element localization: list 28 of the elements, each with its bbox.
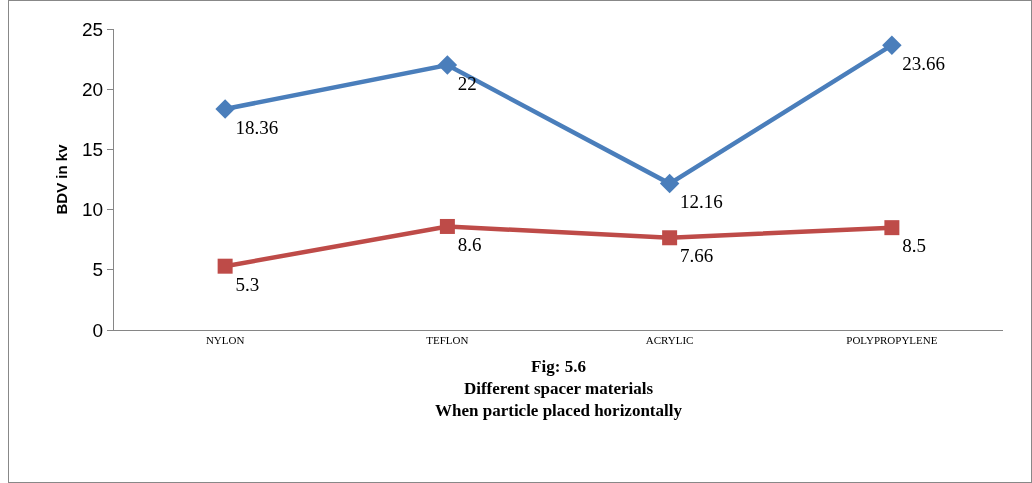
- y-tick-label: 10: [82, 199, 104, 221]
- point: [662, 230, 678, 246]
- point: [215, 99, 235, 119]
- point: [439, 218, 455, 234]
- y-tick-label: 15: [82, 139, 104, 161]
- data-label: 5.3: [235, 273, 260, 295]
- point: [659, 173, 680, 194]
- point: [882, 35, 902, 55]
- x-tick-label: TEFLON: [426, 334, 469, 347]
- data-label: 22: [457, 72, 477, 94]
- data-label: 12.16: [680, 191, 723, 213]
- point: [217, 258, 233, 274]
- y-axis-title: BDV in kv: [53, 143, 71, 215]
- x-tick-label: NYLON: [205, 334, 245, 347]
- data-label: 23.66: [902, 52, 946, 74]
- y-tick-label: 0: [92, 319, 104, 341]
- data-label: 18.36: [235, 116, 279, 138]
- x-tick-label: ACRYLIC: [645, 334, 694, 347]
- point: [884, 220, 900, 236]
- data-label: 7.66: [680, 245, 714, 267]
- y-tick-label: 5: [92, 259, 104, 281]
- data-label: 8.6: [457, 234, 482, 256]
- x-tick-label: POLYPROPYLENE: [846, 334, 938, 347]
- point: [437, 55, 458, 75]
- y-tick-label: 25: [82, 18, 104, 40]
- y-tick-label: 20: [82, 78, 104, 100]
- data-label: 8.5: [902, 235, 927, 257]
- x-axis-title: Fig: 5.6 Different spacer materials When particle placed horizontally: [435, 356, 683, 420]
